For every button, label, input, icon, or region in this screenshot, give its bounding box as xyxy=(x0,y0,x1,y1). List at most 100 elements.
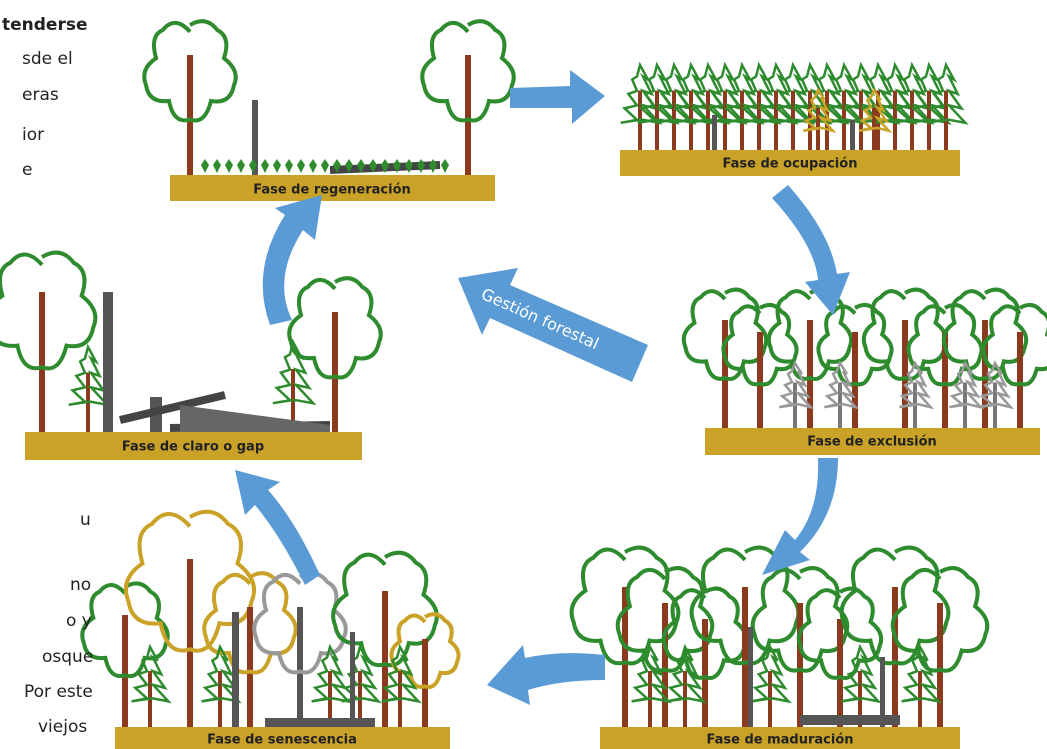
tree-crown xyxy=(287,276,383,380)
tree-crown xyxy=(666,643,707,704)
seedling xyxy=(393,159,401,173)
tree-trunk xyxy=(662,603,668,727)
tree-crown xyxy=(688,61,731,125)
tree-trunk xyxy=(39,292,45,432)
ground xyxy=(170,175,495,201)
tree-crown xyxy=(858,87,893,134)
tree-crown xyxy=(721,302,799,387)
dead-trunk xyxy=(232,612,239,727)
tree-trunk xyxy=(382,591,388,727)
tree-trunk xyxy=(937,603,943,727)
tree-trunk xyxy=(1017,332,1023,428)
side-text: ior xyxy=(22,125,44,145)
seedling xyxy=(405,159,413,173)
tree-crown xyxy=(890,566,990,673)
tree-crown xyxy=(901,643,942,704)
tree-crown xyxy=(705,61,748,125)
tree-crown xyxy=(875,61,918,125)
side-text: viejos xyxy=(38,717,87,737)
side-text: sde el xyxy=(22,49,73,69)
seedling xyxy=(297,159,305,173)
tree-crown xyxy=(756,61,799,125)
tree-crown xyxy=(824,360,860,410)
cycle-arrow xyxy=(772,185,850,315)
tree-crown xyxy=(824,61,867,125)
tree-crown xyxy=(142,19,238,123)
seedling xyxy=(285,159,293,173)
tree-trunk xyxy=(465,55,471,175)
side-text: u xyxy=(80,510,91,530)
seedling xyxy=(369,159,377,173)
tree-crown xyxy=(773,61,816,125)
tree-trunk xyxy=(247,607,253,727)
cycle-arrow xyxy=(262,195,322,325)
tree-crown xyxy=(631,643,672,704)
phase-label: Fase de senescencia xyxy=(207,733,357,748)
tree-trunk xyxy=(797,603,803,727)
phase-label: Fase de exclusión xyxy=(807,435,937,450)
seedling xyxy=(237,159,245,173)
tree-trunk xyxy=(837,619,843,727)
seedling xyxy=(333,159,341,173)
side-text: e xyxy=(22,160,32,180)
tree-crown xyxy=(331,550,439,668)
tree-crown xyxy=(751,643,792,704)
seedling xyxy=(249,159,257,173)
tree-crown xyxy=(926,61,969,125)
side-text: eras xyxy=(22,85,59,105)
cycle-arrow xyxy=(762,458,838,575)
tree-crown xyxy=(796,586,884,680)
tree-crown xyxy=(0,250,98,371)
seedling xyxy=(357,159,365,173)
debris xyxy=(180,405,330,432)
dead-trunk xyxy=(850,120,855,150)
tree-trunk xyxy=(902,320,908,428)
tree-crown xyxy=(816,302,894,387)
tree-crown xyxy=(892,61,935,125)
tree-trunk xyxy=(187,55,193,175)
ground xyxy=(705,428,1040,455)
dead-trunk xyxy=(252,100,258,175)
tree-crown xyxy=(654,61,697,125)
tree-trunk xyxy=(807,320,813,428)
tree-crown xyxy=(739,61,782,125)
tree-crown xyxy=(861,287,949,381)
cycle-arrow xyxy=(487,645,605,705)
tree-trunk xyxy=(297,607,303,727)
tree-crown xyxy=(841,643,882,704)
cycle-arrow xyxy=(510,70,605,124)
seedling xyxy=(429,159,437,173)
ground xyxy=(600,727,960,749)
tree-crown xyxy=(252,571,348,675)
tree-crown xyxy=(802,87,837,134)
ground xyxy=(115,727,450,749)
phase-label: Fase de ocupación xyxy=(723,157,858,172)
tree-trunk xyxy=(892,587,898,727)
tree-crown xyxy=(689,545,801,666)
ground-debris xyxy=(265,718,375,727)
tree-crown xyxy=(779,360,815,410)
seedling xyxy=(225,159,233,173)
tree-crown xyxy=(979,360,1015,410)
tree-crown xyxy=(620,61,663,125)
ground xyxy=(620,150,960,176)
seedling xyxy=(345,159,353,173)
seedling xyxy=(441,159,449,173)
tree-crown xyxy=(341,643,382,704)
tree-trunk xyxy=(622,587,628,727)
tree-trunk xyxy=(852,332,858,428)
tree-crown xyxy=(569,545,681,666)
dead-trunk xyxy=(712,115,717,150)
seedling xyxy=(381,159,389,173)
tree-crown xyxy=(981,302,1047,387)
side-text: o y xyxy=(66,611,92,631)
tree-crown xyxy=(68,343,111,407)
dead-trunk xyxy=(103,292,113,432)
tree-crown xyxy=(949,360,985,410)
tree-crown xyxy=(637,61,680,125)
tree-crown xyxy=(420,19,516,123)
seedling xyxy=(213,159,221,173)
ground-debris xyxy=(800,715,900,725)
dead-trunk xyxy=(880,657,885,727)
